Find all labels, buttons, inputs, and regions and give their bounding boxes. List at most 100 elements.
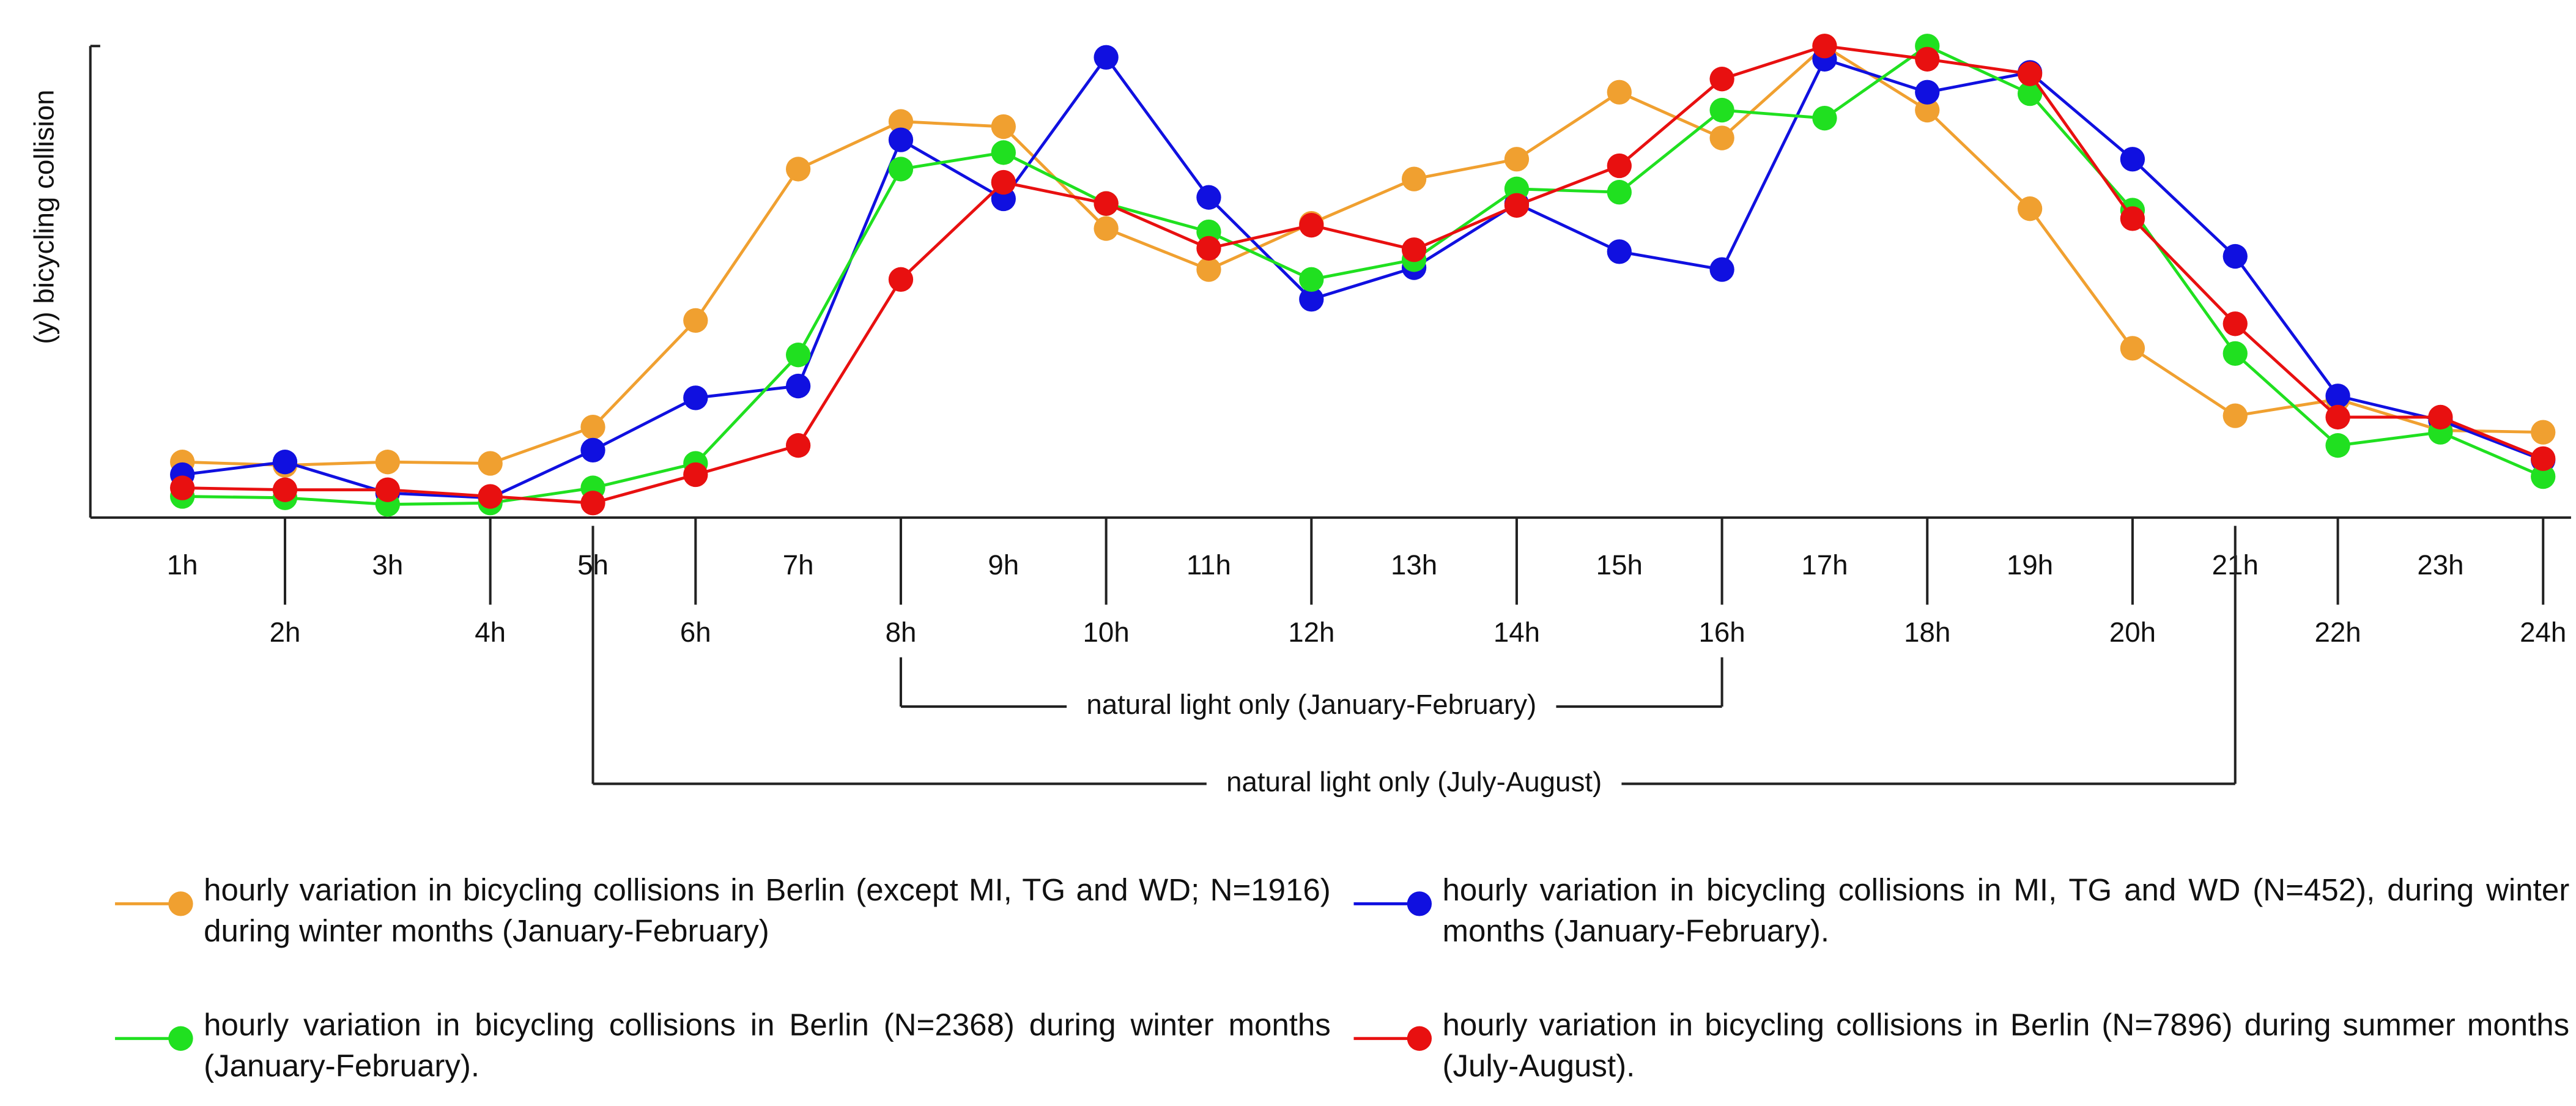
data-point xyxy=(1196,185,1221,210)
data-point xyxy=(2325,384,2350,409)
data-point xyxy=(1401,237,1427,262)
x-tick-label: 3h xyxy=(372,549,403,581)
data-point xyxy=(2120,206,2145,231)
data-point xyxy=(1607,80,1632,105)
data-point xyxy=(888,157,914,182)
x-tick-label: 2h xyxy=(270,617,301,648)
x-tick-label: 20h xyxy=(2109,617,2156,648)
data-point xyxy=(1094,45,1119,70)
data-point xyxy=(1709,125,1734,150)
data-point xyxy=(2017,81,2043,106)
legend-entry: hourly variation in bicycling collisions… xyxy=(115,871,1331,953)
x-tick-label: 4h xyxy=(475,617,506,648)
data-point xyxy=(478,484,503,509)
data-point xyxy=(272,450,298,475)
data-point xyxy=(2428,404,2453,430)
data-point xyxy=(683,308,708,333)
legend-dot xyxy=(1407,1026,1432,1051)
data-point xyxy=(1504,193,1530,218)
data-point xyxy=(478,451,503,476)
data-point xyxy=(1094,216,1119,241)
x-tick-label: 19h xyxy=(2007,549,2053,581)
data-point xyxy=(170,475,195,500)
data-point xyxy=(375,450,400,475)
data-point xyxy=(1607,239,1632,264)
series-line xyxy=(182,54,2544,500)
data-point xyxy=(785,157,811,182)
data-point xyxy=(2325,404,2350,430)
data-point xyxy=(375,477,400,502)
x-tick-label: 17h xyxy=(1801,549,1848,581)
data-point xyxy=(2120,147,2145,172)
data-point xyxy=(1812,34,1837,59)
legend-label: hourly variation in bicycling collisions… xyxy=(1442,1009,2570,1085)
data-point xyxy=(2223,403,2248,428)
legend-dot xyxy=(1407,891,1432,916)
data-point xyxy=(1915,97,1940,123)
data-point xyxy=(580,437,605,463)
data-point xyxy=(1915,80,1940,105)
data-point xyxy=(1401,166,1427,191)
x-tick-label: 18h xyxy=(1904,617,1950,648)
x-tick-label: 12h xyxy=(1288,617,1334,648)
data-point xyxy=(1915,46,1940,72)
data-point xyxy=(2223,311,2248,336)
legend-marker xyxy=(115,1026,193,1051)
data-point xyxy=(2223,341,2248,366)
data-point xyxy=(1709,97,1734,123)
legend-dot xyxy=(168,1026,193,1051)
data-point xyxy=(580,491,605,516)
x-tick-label: 16h xyxy=(1699,617,1745,648)
annotation: natural light only (January-February) xyxy=(1086,689,1536,720)
data-point xyxy=(1812,106,1837,131)
data-point xyxy=(785,373,811,399)
data-point xyxy=(1607,180,1632,205)
data-point xyxy=(2223,243,2248,269)
data-point xyxy=(2531,446,2556,471)
data-point xyxy=(888,267,914,292)
series-line xyxy=(182,44,2544,506)
data-point xyxy=(991,114,1016,139)
data-point xyxy=(1607,153,1632,179)
legend-entry: hourly variation in bicycling collisions… xyxy=(1353,871,2569,953)
data-point xyxy=(2531,464,2556,489)
x-tick-label: 24h xyxy=(2520,617,2566,648)
legend-entry: hourly variation in bicycling collisions… xyxy=(1353,1006,2569,1088)
data-point xyxy=(2017,196,2043,221)
legend-label: hourly variation in bicycling collisions… xyxy=(1442,874,2570,950)
data-point xyxy=(785,433,811,458)
data-point xyxy=(1299,213,1324,238)
data-point xyxy=(888,109,914,134)
data-point xyxy=(2120,336,2145,361)
y-axis-label: (y) bicycling collision xyxy=(28,90,59,344)
legend-dot xyxy=(168,891,193,916)
data-point xyxy=(1196,257,1221,282)
x-tick-label: 22h xyxy=(2314,617,2361,648)
data-point xyxy=(683,462,708,488)
legend-label: hourly variation in bicycling collisions… xyxy=(204,1009,1331,1085)
data-point xyxy=(785,343,811,368)
x-tick-label: 8h xyxy=(886,617,917,648)
legend-label: hourly variation in bicycling collisions… xyxy=(204,874,1331,950)
x-tick-label: 7h xyxy=(783,549,814,581)
series-line xyxy=(182,44,2544,505)
data-point xyxy=(888,127,914,152)
data-point xyxy=(580,414,605,440)
x-tick-label: 6h xyxy=(680,617,711,648)
data-point xyxy=(1299,267,1324,292)
x-tick-label: 1h xyxy=(167,549,198,581)
data-point xyxy=(1196,236,1221,261)
legend-entry: hourly variation in bicycling collisions… xyxy=(115,1006,1331,1088)
data-point xyxy=(1709,67,1734,92)
data-point xyxy=(683,385,708,410)
x-tick-label: 11h xyxy=(1186,549,1231,581)
data-point xyxy=(1504,147,1530,172)
chart: (y) bicycling collision 1h2h3h4h5h6h7h8h… xyxy=(28,34,2571,797)
data-point xyxy=(1709,257,1734,282)
data-point xyxy=(991,140,1016,165)
data-point xyxy=(2017,61,2043,86)
annotation: natural light only (July-August) xyxy=(1226,766,1602,797)
data-point xyxy=(2325,433,2350,458)
x-tick-label: 23h xyxy=(2417,549,2463,581)
